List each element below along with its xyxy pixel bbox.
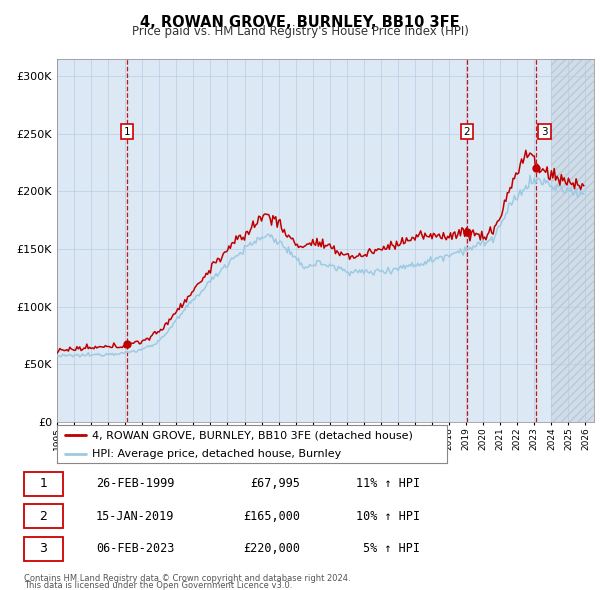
Text: 1: 1 bbox=[40, 477, 47, 490]
Bar bbox=[551, 59, 594, 422]
Text: HPI: Average price, detached house, Burnley: HPI: Average price, detached house, Burn… bbox=[92, 448, 341, 458]
Text: 2: 2 bbox=[40, 510, 47, 523]
Text: Price paid vs. HM Land Registry's House Price Index (HPI): Price paid vs. HM Land Registry's House … bbox=[131, 25, 469, 38]
Text: Contains HM Land Registry data © Crown copyright and database right 2024.: Contains HM Land Registry data © Crown c… bbox=[24, 573, 350, 583]
Text: £67,995: £67,995 bbox=[250, 477, 300, 490]
Text: 11% ↑ HPI: 11% ↑ HPI bbox=[356, 477, 420, 490]
Text: 15-JAN-2019: 15-JAN-2019 bbox=[96, 510, 175, 523]
Text: 2: 2 bbox=[464, 127, 470, 136]
Text: £220,000: £220,000 bbox=[243, 542, 300, 555]
Text: 1: 1 bbox=[124, 127, 131, 136]
Text: 5% ↑ HPI: 5% ↑ HPI bbox=[363, 542, 420, 555]
Text: 26-FEB-1999: 26-FEB-1999 bbox=[96, 477, 175, 490]
Text: 3: 3 bbox=[541, 127, 548, 136]
Bar bbox=[551, 59, 594, 422]
Text: 06-FEB-2023: 06-FEB-2023 bbox=[96, 542, 175, 555]
Text: 10% ↑ HPI: 10% ↑ HPI bbox=[356, 510, 420, 523]
Text: This data is licensed under the Open Government Licence v3.0.: This data is licensed under the Open Gov… bbox=[24, 581, 292, 590]
Text: 4, ROWAN GROVE, BURNLEY, BB10 3FE: 4, ROWAN GROVE, BURNLEY, BB10 3FE bbox=[140, 15, 460, 30]
Text: 3: 3 bbox=[40, 542, 47, 555]
Text: 4, ROWAN GROVE, BURNLEY, BB10 3FE (detached house): 4, ROWAN GROVE, BURNLEY, BB10 3FE (detac… bbox=[92, 430, 413, 440]
Text: £165,000: £165,000 bbox=[243, 510, 300, 523]
